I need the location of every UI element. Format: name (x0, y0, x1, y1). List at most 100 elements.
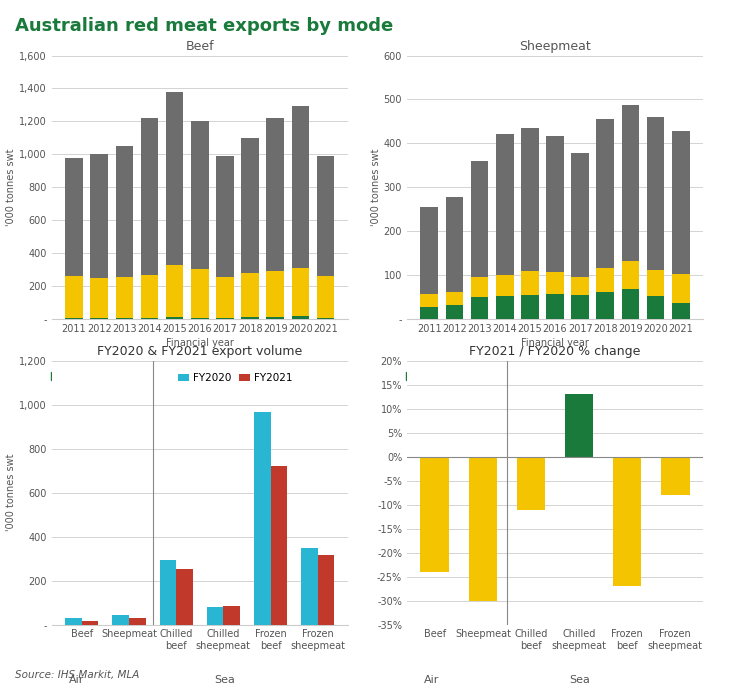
Bar (191, 269, 209, 318)
Bar (468, 457, 497, 600)
Bar (471, 161, 488, 278)
Bar (241, 317, 259, 319)
Bar (596, 119, 614, 268)
Bar (82, 620, 98, 625)
Bar (546, 137, 564, 272)
Legend: Air-freight, Chilled sea-freight, Frozen sea-freight: Air-freight, Chilled sea-freight, Frozen… (406, 371, 691, 382)
X-axis label: Financial year: Financial year (166, 338, 234, 348)
Bar (647, 296, 665, 319)
Y-axis label: '000 tonnes swt: '000 tonnes swt (371, 149, 381, 226)
Bar (571, 295, 589, 319)
X-axis label: Financial year: Financial year (521, 338, 589, 348)
Bar (546, 272, 564, 294)
Text: Australian red meat exports by mode: Australian red meat exports by mode (15, 17, 393, 35)
Bar (672, 303, 690, 319)
Bar (317, 155, 334, 276)
Bar (141, 118, 158, 275)
Bar (65, 618, 82, 625)
Bar (115, 146, 133, 277)
Bar (521, 128, 539, 271)
Bar (596, 292, 614, 319)
Bar (216, 318, 234, 319)
Bar (496, 134, 514, 276)
Bar (191, 121, 209, 269)
Text: Sea: Sea (569, 675, 590, 684)
Bar (141, 275, 158, 318)
Bar (445, 305, 463, 319)
Bar (223, 606, 240, 625)
Y-axis label: '000 tonnes swt: '000 tonnes swt (7, 454, 16, 532)
Bar (216, 156, 234, 277)
Bar (65, 158, 83, 276)
Bar (317, 555, 334, 625)
Bar (160, 560, 176, 625)
Title: Sheepmeat: Sheepmeat (519, 40, 591, 53)
Bar (166, 92, 184, 264)
Legend: FY2020, FY2021: FY2020, FY2021 (174, 369, 297, 387)
Bar (647, 117, 665, 270)
Bar (292, 105, 309, 268)
Title: FY2020 & FY2021 export volume: FY2020 & FY2021 export volume (97, 346, 303, 358)
Bar (266, 118, 284, 271)
Bar (90, 278, 108, 318)
Text: Source: IHS Markit, MLA: Source: IHS Markit, MLA (15, 670, 139, 680)
Bar (521, 271, 539, 295)
Bar (112, 615, 129, 625)
Bar (420, 307, 438, 319)
Bar (317, 276, 334, 318)
Bar (65, 318, 83, 319)
Bar (420, 294, 438, 307)
Bar (176, 568, 192, 625)
Bar (622, 289, 639, 319)
Bar (166, 317, 184, 319)
Y-axis label: '000 tonnes swt: '000 tonnes swt (7, 149, 16, 226)
Bar (191, 318, 209, 319)
Bar (565, 394, 593, 457)
Bar (445, 292, 463, 305)
Bar (571, 153, 589, 277)
Bar (216, 277, 234, 318)
Bar (546, 294, 564, 319)
Bar (292, 316, 309, 319)
Bar (596, 268, 614, 292)
Bar (521, 295, 539, 319)
Title: Beef: Beef (186, 40, 214, 53)
Text: Air: Air (424, 675, 440, 684)
Bar (317, 318, 334, 319)
Bar (672, 274, 690, 303)
Bar (207, 607, 223, 625)
Bar (496, 296, 514, 319)
Bar (90, 318, 108, 319)
Bar (471, 278, 488, 297)
Bar (647, 270, 665, 296)
Bar (622, 261, 639, 289)
Bar (496, 276, 514, 296)
Bar (445, 198, 463, 292)
Bar (661, 457, 690, 495)
Bar (292, 268, 309, 316)
Bar (622, 105, 639, 261)
Bar (141, 318, 158, 319)
Bar (517, 457, 545, 509)
Bar (266, 316, 284, 319)
Bar (166, 264, 184, 317)
Bar (301, 548, 317, 625)
Bar (65, 276, 83, 318)
Bar (613, 457, 642, 586)
Text: Sea: Sea (214, 675, 235, 684)
Bar (471, 297, 488, 319)
Bar (571, 277, 589, 295)
Legend: Air-freight, Chilled sea-freight, Frozen sea-freight: Air-freight, Chilled sea-freight, Frozen… (51, 371, 336, 382)
Title: FY2021 / FY2020 % change: FY2021 / FY2020 % change (469, 346, 641, 358)
Bar (266, 271, 284, 316)
Bar (672, 131, 690, 274)
Bar (271, 466, 287, 625)
Bar (241, 138, 259, 273)
Bar (115, 277, 133, 318)
Bar (241, 273, 259, 317)
Text: Air: Air (69, 675, 84, 684)
Bar (420, 457, 449, 572)
Bar (420, 207, 438, 294)
Bar (254, 412, 271, 625)
Bar (115, 318, 133, 319)
